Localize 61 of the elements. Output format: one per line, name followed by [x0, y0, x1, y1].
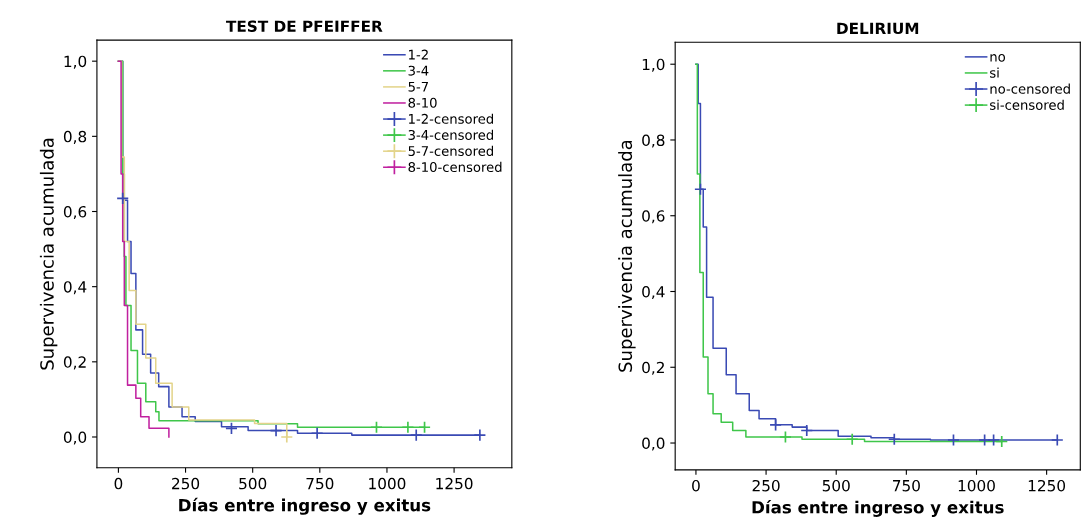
point [370, 420, 383, 434]
x-axis-title: Días entre ingreso y exitus [179, 497, 431, 515]
legend-label: no-censored [990, 83, 1070, 94]
x-tick-label: 500 [822, 479, 850, 492]
point [473, 428, 487, 442]
legend-label: 5-7-censored [408, 145, 493, 156]
point [401, 420, 415, 434]
y-tick-label: 0,8 [642, 134, 665, 148]
x-tick-label: 1000 [369, 477, 406, 490]
x-tick-label: 750 [893, 479, 920, 492]
point [845, 432, 859, 446]
y-axis-title: Supervivencia acumulada [618, 140, 636, 372]
point [887, 432, 901, 446]
x-tick-label: 250 [172, 477, 200, 490]
point [1050, 433, 1064, 447]
x-tick-label: 1000 [958, 479, 995, 492]
point [409, 428, 423, 442]
y-tick-label: 0,6 [642, 210, 665, 224]
y-axis-title: Supervivencia acumulada [39, 138, 58, 370]
legend-label: 3-4-censored [408, 129, 493, 140]
y-tick-label: 1,0 [64, 55, 87, 69]
x-tick-label: 1250 [436, 477, 473, 490]
legend-label: 1-2 [409, 49, 428, 60]
x-tick-label: 1250 [1028, 479, 1066, 492]
y-tick-label: 0,0 [642, 437, 665, 451]
y-tick-label: 0,0 [63, 431, 87, 445]
legend-label: si-censored [990, 99, 1064, 110]
point [225, 421, 238, 435]
chart-title: DELIRIUM [837, 22, 919, 35]
point [280, 430, 294, 444]
y-tick-label: 0,6 [63, 205, 87, 220]
legend-label: 1-2-censored [409, 113, 493, 124]
x-tick-label: 0 [114, 477, 123, 490]
y-tick-label: 1,0 [642, 58, 665, 72]
x-tick-label: 0 [692, 479, 700, 492]
legend-label: 3-4 [408, 65, 429, 76]
point [800, 424, 814, 437]
y-tick-label: 0,2 [642, 361, 664, 375]
point [269, 424, 283, 437]
legend-label: 8-10-censored [408, 161, 502, 173]
point [995, 435, 1009, 448]
point [947, 433, 960, 447]
y-tick-label: 0,8 [63, 130, 87, 144]
legend-label: 8-10 [408, 97, 437, 108]
legend-label: no [990, 54, 1006, 62]
y-tick-label: 0,4 [642, 285, 665, 300]
legend-label: 5-7 [408, 81, 429, 92]
point [694, 182, 707, 196]
x-tick-label: 500 [239, 477, 267, 490]
point [987, 433, 1000, 447]
x-axis-title: Días entre ingreso y exitus [752, 499, 1004, 517]
point [779, 430, 792, 444]
point [769, 418, 783, 432]
legend-label: si [990, 67, 999, 78]
y-tick-label: 0,4 [63, 281, 87, 295]
x-tick-label: 250 [752, 479, 780, 492]
point [418, 420, 431, 434]
point [116, 191, 130, 205]
chart-title: TEST DE PFEIFFER [226, 20, 383, 33]
y-tick-label: 0,2 [63, 356, 86, 370]
x-tick-label: 750 [306, 477, 334, 490]
